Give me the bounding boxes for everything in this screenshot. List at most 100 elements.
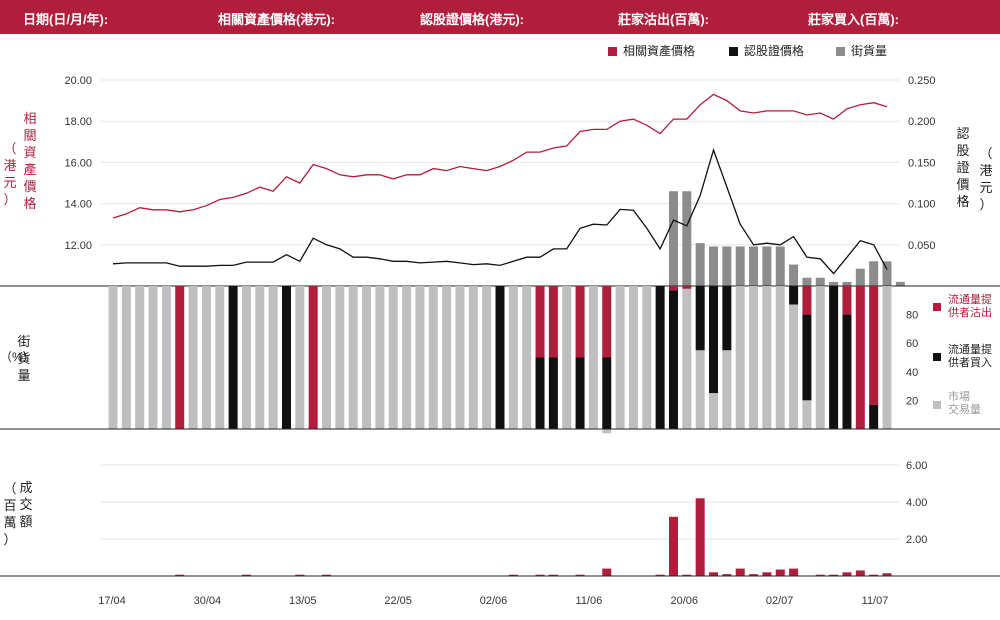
asset-price-label: 相關資產價格(港元): <box>218 12 335 27</box>
axis-char: 貨 <box>17 351 31 366</box>
outstanding-bar <box>815 277 825 286</box>
legend-market-line: 交易量 <box>948 404 981 416</box>
unit-char: ） <box>979 197 993 212</box>
market-bar <box>135 286 145 429</box>
market-bar <box>789 304 799 429</box>
buy-bar <box>668 290 678 429</box>
bot-y-tick: 6.00 <box>906 460 927 472</box>
axis-char: 資 <box>23 145 37 160</box>
sell-bar <box>682 286 692 289</box>
market-bar <box>335 286 345 429</box>
market-bar <box>522 286 532 429</box>
axis-char: 量 <box>17 368 31 383</box>
outstanding-bar <box>882 261 892 286</box>
market-bar <box>709 393 719 429</box>
market-bar <box>402 286 412 429</box>
turnover-bar <box>322 574 332 576</box>
legend-buy-line: 供者買入 <box>948 357 992 369</box>
legend-sell-line: 供者沽出 <box>948 307 992 319</box>
market-bar <box>428 286 438 429</box>
unit-char: 元 <box>979 180 993 195</box>
unit-char: （ <box>3 481 17 496</box>
outstanding-bar <box>829 281 839 286</box>
market-bar <box>161 286 171 429</box>
sell-label: 莊家沽出(百萬): <box>618 12 709 27</box>
market-bar <box>615 286 625 429</box>
legend-outstanding-swatch <box>836 47 845 56</box>
turnover-bar <box>735 568 745 576</box>
unit-char: 港 <box>979 163 993 178</box>
market-bar <box>295 286 305 429</box>
market-bar <box>415 286 425 429</box>
right-top-unit: （ 港 元 ） <box>978 145 994 213</box>
x-tick-label: 20/06 <box>670 595 698 607</box>
unit-char: 萬 <box>3 515 17 530</box>
axis-char: 相 <box>23 111 37 126</box>
outstanding-bar <box>762 246 772 286</box>
sell-bar <box>602 286 612 358</box>
mid-y-tick: 20 <box>906 395 918 407</box>
sell-bar <box>548 286 558 358</box>
sell-bar <box>802 286 812 315</box>
turnover-bar <box>882 573 892 576</box>
x-tick-label: 22/05 <box>384 595 412 607</box>
buy-bar <box>789 286 799 305</box>
market-bar <box>348 286 358 429</box>
outstanding-bar <box>775 246 785 286</box>
mid-y-tick: 40 <box>906 367 918 379</box>
buy-bar <box>695 286 705 351</box>
buy-bar <box>709 286 719 394</box>
y-right-tick: 0.150 <box>908 157 936 169</box>
legend-outstanding-label: 街貨量 <box>851 44 888 58</box>
legend-asset-swatch <box>608 47 617 56</box>
market-bar <box>108 286 118 429</box>
market-bar <box>602 429 612 434</box>
turnover-bar <box>695 498 705 576</box>
sell-bar <box>535 286 545 358</box>
axis-char: 股 <box>956 143 970 158</box>
outstanding-bar <box>695 243 705 286</box>
legend-buy-swatch <box>933 353 941 361</box>
legend-asset-label: 相關資產價格 <box>623 44 696 58</box>
right-top-axis-title: 認 股 證 價 格 <box>955 125 971 210</box>
buy-bar <box>842 314 852 429</box>
x-tick-label: 11/07 <box>862 595 889 607</box>
turnover-bar <box>775 569 785 576</box>
unit-char: 百 <box>3 498 17 513</box>
turnover-bar <box>842 572 852 576</box>
market-bar <box>628 286 638 429</box>
asset-price-line <box>112 93 888 219</box>
turnover-bar <box>241 574 251 576</box>
turnover-bar <box>602 568 612 576</box>
turnover-bar <box>575 574 585 576</box>
sell-bar <box>842 286 852 315</box>
left-top-unit: （ 港 元 ） <box>2 140 18 208</box>
buy-bar <box>802 314 812 401</box>
buy-bar <box>228 286 238 429</box>
unit-char: 元 <box>3 175 17 190</box>
outstanding-bar <box>789 264 799 286</box>
axis-char: 格 <box>23 196 37 211</box>
legend-market-line: 市場 <box>948 391 970 403</box>
x-tick-label: 30/04 <box>194 595 222 607</box>
outstanding-bar <box>722 246 732 286</box>
market-bar <box>682 288 692 429</box>
legend-buy: 流通量提 供者買入 <box>948 344 992 370</box>
market-bar <box>215 286 225 429</box>
market-bar <box>148 286 158 429</box>
market-bar <box>749 286 759 429</box>
market-bar <box>468 286 478 429</box>
market-bar <box>201 286 211 429</box>
buy-bar <box>281 286 291 429</box>
turnover-bar <box>535 574 545 576</box>
turnover-bar <box>508 574 518 576</box>
x-tick-label: 02/06 <box>480 595 508 607</box>
buy-bar <box>869 404 879 429</box>
market-bar <box>268 286 278 429</box>
bot-y-tick: 4.00 <box>906 497 927 509</box>
turnover-bar <box>749 574 759 576</box>
y-left-tick: 12.00 <box>64 240 92 252</box>
turnover-bar <box>175 574 185 576</box>
